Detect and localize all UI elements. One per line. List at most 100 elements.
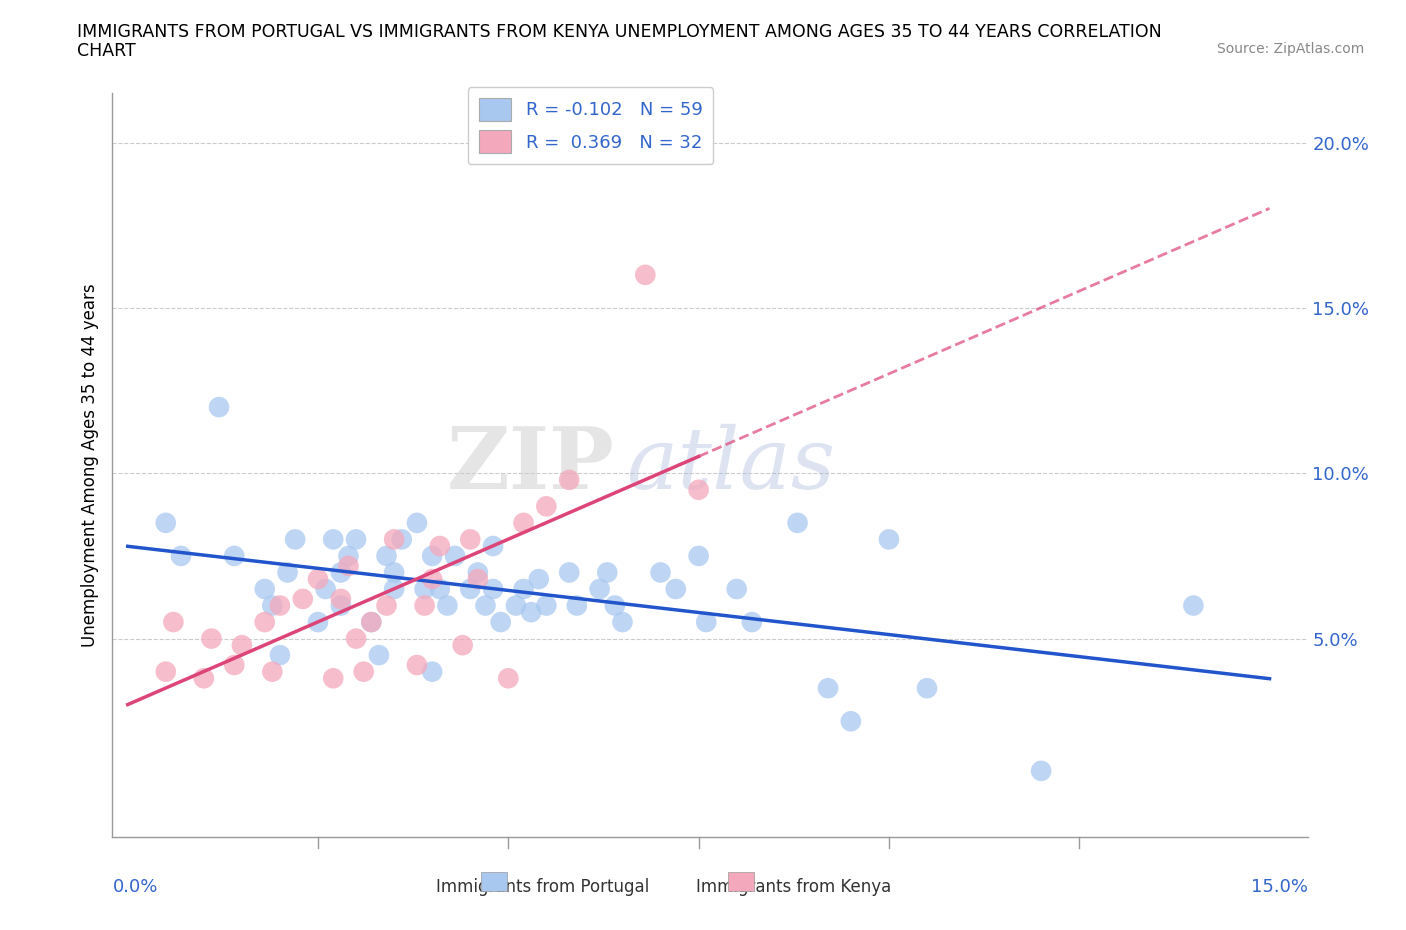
Point — [1182, 598, 1205, 613]
Point — [307, 572, 329, 587]
Text: Source: ZipAtlas.com: Source: ZipAtlas.com — [1216, 42, 1364, 56]
Text: 15.0%: 15.0% — [1250, 878, 1308, 896]
Point — [337, 549, 360, 564]
Point — [877, 532, 900, 547]
Point — [612, 615, 634, 630]
Point — [224, 658, 246, 672]
Point — [170, 549, 193, 564]
Text: 0.0%: 0.0% — [112, 878, 157, 896]
Point — [307, 615, 329, 630]
Point — [406, 515, 429, 530]
Point — [420, 572, 443, 587]
Point — [269, 647, 291, 662]
Point — [558, 472, 581, 487]
Point — [786, 515, 808, 530]
Point — [512, 581, 534, 596]
Point — [322, 532, 344, 547]
Point — [596, 565, 619, 580]
Point — [382, 565, 405, 580]
Point — [588, 581, 610, 596]
Point — [291, 591, 314, 606]
Point — [224, 549, 246, 564]
Text: IMMIGRANTS FROM PORTUGAL VS IMMIGRANTS FROM KENYA UNEMPLOYMENT AMONG AGES 35 TO : IMMIGRANTS FROM PORTUGAL VS IMMIGRANTS F… — [77, 23, 1163, 41]
Point — [915, 681, 938, 696]
Y-axis label: Unemployment Among Ages 35 to 44 years: Unemployment Among Ages 35 to 44 years — [80, 284, 98, 646]
Point — [467, 565, 489, 580]
Point — [360, 615, 382, 630]
Point — [482, 581, 505, 596]
Point — [498, 671, 520, 685]
Point — [688, 549, 710, 564]
Point — [360, 615, 382, 630]
Point — [269, 598, 291, 613]
Point — [741, 615, 763, 630]
Point — [467, 572, 489, 587]
Point — [337, 558, 360, 573]
Point — [413, 581, 436, 596]
Point — [329, 598, 352, 613]
Point — [527, 572, 550, 587]
Point — [277, 565, 299, 580]
Point — [284, 532, 307, 547]
Point — [429, 581, 451, 596]
Point — [329, 591, 352, 606]
Point — [505, 598, 527, 613]
Point — [406, 658, 429, 672]
Point — [665, 581, 688, 596]
Point — [817, 681, 839, 696]
Point — [375, 598, 398, 613]
Point — [458, 532, 481, 547]
Point — [839, 714, 862, 729]
Text: atlas: atlas — [627, 424, 835, 506]
Point — [688, 483, 710, 498]
Point — [1031, 764, 1053, 778]
Point — [367, 647, 389, 662]
Point — [429, 538, 451, 553]
Point — [375, 549, 398, 564]
Point — [155, 515, 177, 530]
Point — [200, 631, 222, 646]
Point — [315, 581, 337, 596]
Text: Immigrants from Portugal: Immigrants from Portugal — [436, 878, 650, 896]
Point — [353, 664, 375, 679]
Point — [650, 565, 672, 580]
Point — [634, 268, 657, 283]
Point — [565, 598, 588, 613]
Point — [162, 615, 184, 630]
Text: CHART: CHART — [77, 42, 136, 60]
Point — [536, 598, 558, 613]
Point — [382, 581, 405, 596]
Text: ZIP: ZIP — [447, 423, 614, 507]
Text: Immigrants from Kenya: Immigrants from Kenya — [696, 878, 891, 896]
Point — [382, 532, 405, 547]
FancyBboxPatch shape — [728, 872, 754, 891]
Point — [420, 549, 443, 564]
Point — [512, 515, 534, 530]
Point — [536, 498, 558, 513]
Point — [725, 581, 748, 596]
Point — [344, 532, 367, 547]
Point — [444, 549, 467, 564]
Point — [558, 565, 581, 580]
Point — [520, 604, 543, 619]
Point — [253, 581, 276, 596]
Point — [262, 598, 284, 613]
Legend: R = -0.102   N = 59, R =  0.369   N = 32: R = -0.102 N = 59, R = 0.369 N = 32 — [468, 87, 713, 165]
Point — [391, 532, 413, 547]
Point — [208, 400, 231, 415]
Point — [603, 598, 626, 613]
Point — [436, 598, 458, 613]
Point — [420, 664, 443, 679]
Point — [482, 538, 505, 553]
Point — [155, 664, 177, 679]
Point — [322, 671, 344, 685]
FancyBboxPatch shape — [481, 872, 508, 891]
Point — [262, 664, 284, 679]
Point — [451, 638, 474, 653]
Point — [253, 615, 276, 630]
Point — [695, 615, 717, 630]
Point — [489, 615, 512, 630]
Point — [413, 598, 436, 613]
Point — [458, 581, 481, 596]
Point — [344, 631, 367, 646]
